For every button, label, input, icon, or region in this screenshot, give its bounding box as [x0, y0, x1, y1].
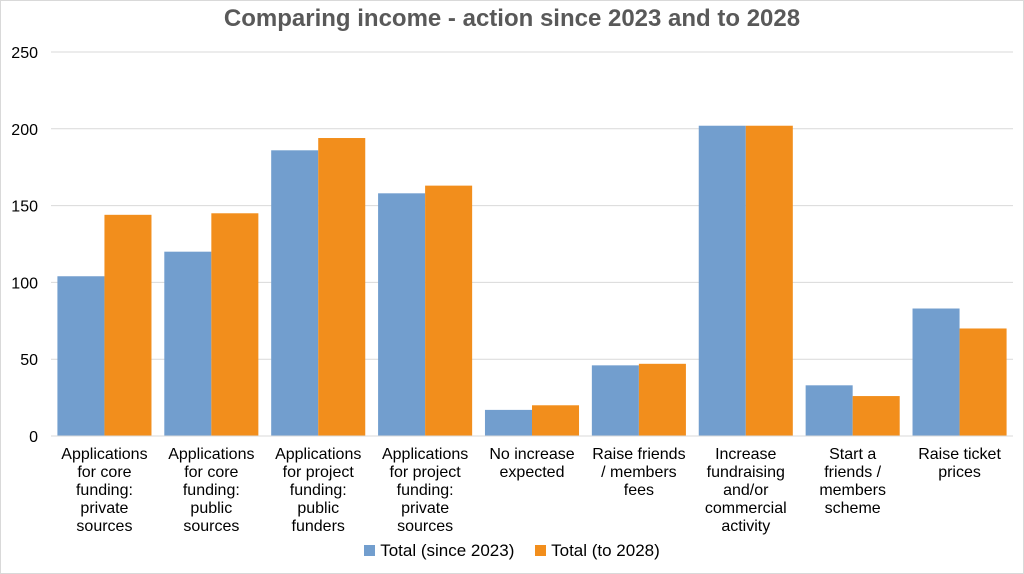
legend-item-to-2028: Total (to 2028) [535, 541, 660, 561]
bar-to-2028 [211, 213, 259, 436]
bar-since-2023 [698, 125, 746, 436]
legend-swatch-to-2028 [535, 545, 547, 556]
bar-since-2023 [57, 276, 105, 436]
x-tick-label: Raise ticket prices [918, 446, 1001, 481]
bar-to-2028 [425, 185, 473, 436]
bar-to-2028 [104, 214, 152, 436]
bar-since-2023 [378, 193, 426, 436]
bar-since-2023 [164, 251, 212, 436]
chart-title: Comparing income - action since 2023 and… [223, 5, 801, 32]
y-tick-label: 200 [11, 122, 38, 139]
bar-since-2023 [805, 385, 853, 436]
y-tick-label: 100 [11, 275, 38, 292]
bar-to-2028 [532, 405, 580, 436]
x-tick-label: Raise friends / members fees [592, 446, 685, 499]
legend-label-since-2023: Total (since 2023) [380, 541, 515, 560]
legend-swatch-since-2023 [364, 545, 376, 556]
x-tick-label: Applications for core funding: private sourc… [61, 446, 147, 535]
legend: Total (since 2023) Total (to 2028) [1, 541, 1023, 561]
legend-item-since-2023: Total (since 2023) [364, 541, 514, 561]
x-tick-label: No increase expected [489, 446, 574, 481]
y-tick-label: 50 [20, 352, 38, 369]
x-tick-label: Start a friends / members scheme [819, 446, 886, 517]
y-tick-label: 250 [11, 45, 38, 62]
x-tick-label: Applications for core funding: public source… [168, 446, 254, 535]
bar-since-2023 [591, 365, 639, 436]
bar-to-2028 [638, 363, 686, 436]
bar-since-2023 [484, 409, 532, 436]
x-tick-label: Applications for project funding: private so… [382, 446, 468, 535]
bar-since-2023 [912, 308, 960, 436]
y-tick-label: 150 [11, 199, 38, 216]
bar-to-2028 [745, 125, 793, 436]
x-tick-label: Applications for project funding: public fun… [275, 446, 361, 535]
x-tick-label: Increase fundraising and/or commercial activ… [705, 446, 787, 535]
legend-label-to-2028: Total (to 2028) [551, 541, 660, 560]
bar-since-2023 [271, 150, 319, 436]
bar-to-2028 [318, 138, 366, 437]
bar-to-2028 [959, 328, 1007, 436]
y-tick-label: 0 [29, 429, 38, 446]
bar-to-2028 [852, 396, 900, 436]
